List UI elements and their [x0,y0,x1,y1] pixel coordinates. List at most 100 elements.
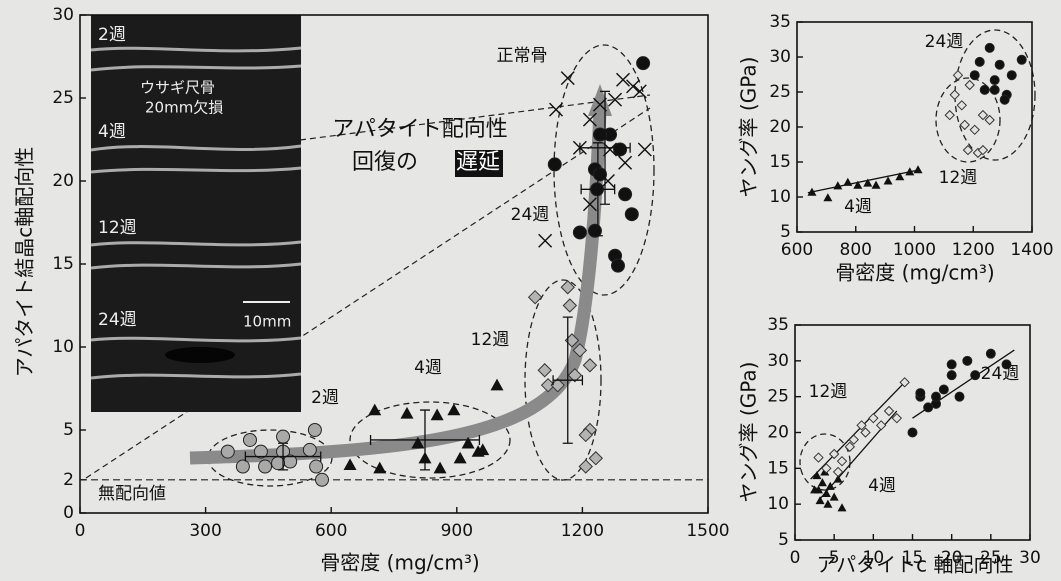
point [945,111,954,120]
inset-label: ウサギ尺骨 [140,79,215,97]
y-tick-label: 35 [769,12,791,32]
y-tick-label: 30 [52,5,74,25]
point [814,453,823,462]
y-tick-label: 30 [769,47,791,67]
point [955,392,964,401]
point [939,385,948,394]
point [980,85,989,94]
point [561,72,574,85]
point [259,460,272,473]
point [617,73,630,86]
point [985,43,994,52]
point [1007,71,1016,80]
y-tick-label: 5 [780,222,791,242]
y-tick-label: 15 [52,254,74,274]
x-axis-label: 骨密度 (mg/cm³) [320,551,479,575]
group-ellipse [955,30,1035,160]
annotation: 遅延 [456,150,500,175]
point [431,409,444,421]
inset-label: 4週 [98,122,126,142]
y-tick-label: 25 [769,82,791,102]
point [970,71,979,80]
group-label: 24週 [981,364,1020,384]
point [550,103,563,116]
plot-frame [797,22,1032,232]
point [950,90,959,99]
x-tick-label: 0 [75,521,86,541]
xray-inset [91,15,301,412]
group-label: 12週 [471,330,510,350]
point [963,356,972,365]
y-tick-label: 25 [52,88,74,108]
point [548,158,561,171]
y-tick-label: 10 [52,337,74,357]
point [877,421,886,430]
point [830,493,839,501]
y-tick-label: 15 [767,458,789,478]
point [914,165,923,173]
x-tick-label: 1200 [561,521,604,541]
point [638,143,651,156]
point [975,57,984,66]
y-tick-label: 5 [778,530,789,550]
point [538,364,551,377]
point [573,226,586,239]
point [823,193,832,201]
point [563,299,576,312]
point [310,460,323,473]
point [869,414,878,423]
reference-label: 無配向値 [98,484,166,504]
x-tick-label: 800 [840,240,872,260]
point [971,371,980,380]
inset-label: 20mm欠損 [145,99,223,117]
point [838,457,847,466]
figure: 0300600900120015000251015202530骨密度 (mg/c… [0,0,1061,581]
point [990,85,999,94]
group-label: 12週 [809,382,848,402]
point [947,371,956,380]
y-tick-label: 30 [767,351,789,371]
group-label: 4週 [844,197,872,217]
x-tick-label: 1200 [952,240,995,260]
x-tick-label: 600 [315,521,347,541]
x-tick-label: 1500 [686,521,729,541]
point [908,428,917,437]
y-tick-label: 10 [767,494,789,514]
point [823,500,832,508]
point [953,71,962,80]
point [589,452,602,465]
point [454,452,467,464]
x-axis-label: アパタイトc 軸配向性 [817,553,1014,577]
point [308,424,321,437]
x-tick-label: 30 [1019,548,1041,568]
point [816,496,825,504]
inset-label: 12週 [98,218,137,238]
group-label: 24週 [511,205,550,225]
annotation: 回復の [352,150,418,175]
point [818,478,827,486]
point [303,443,316,456]
point [884,176,893,184]
y-tick-label: 15 [769,152,791,172]
inset-label: 24週 [98,310,137,330]
point [1017,55,1026,64]
point [885,407,894,416]
x-tick-label: 1400 [1010,240,1053,260]
y-tick-label: 5 [63,420,74,440]
y-tick-label: 0 [63,503,74,523]
point [978,111,987,120]
point [947,360,956,369]
point [243,433,256,446]
point [601,175,614,188]
x-tick-label: 300 [189,521,221,541]
point [236,460,249,473]
x-tick-label: 1000 [893,240,936,260]
point [872,181,881,189]
point [995,60,1004,69]
group-label: 12週 [939,168,978,188]
y-tick-label: 20 [767,423,789,443]
x-tick-label: 0 [790,548,801,568]
point [932,392,941,401]
group-label: 正常骨 [497,46,548,66]
annotation: アパタイト配向性 [332,117,508,142]
